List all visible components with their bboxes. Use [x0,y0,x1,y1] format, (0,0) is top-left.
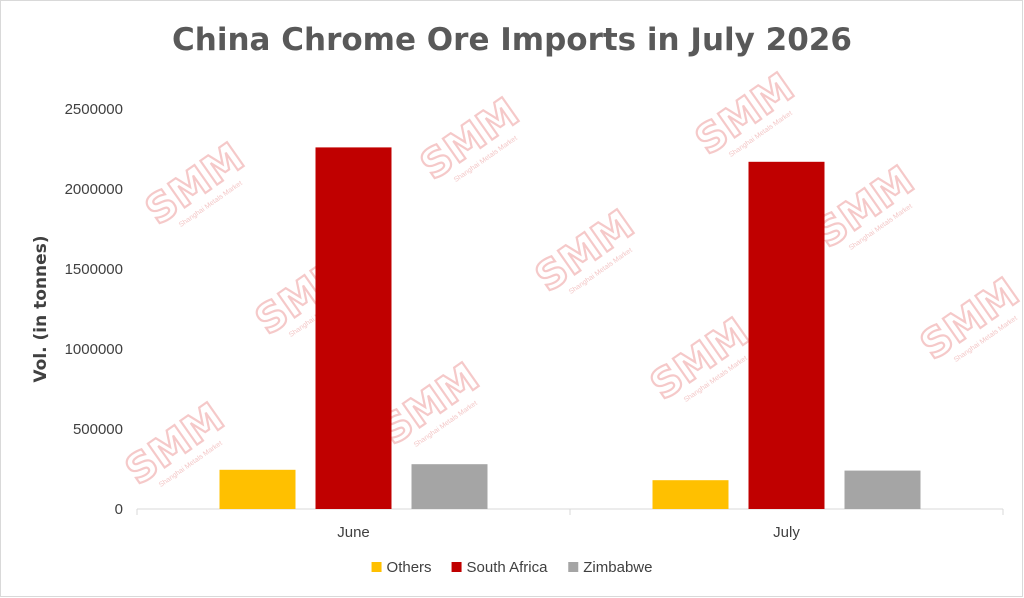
bar-south-africa-june [315,147,392,509]
axes-layer: 0 500000 1000000 1500000 2000000 2500000 Vol. … [31,101,1004,541]
y-tick-label: 500000 [73,421,123,438]
legend-label: Others [387,559,432,576]
category-label: June [337,524,370,541]
y-tick-label: 2500000 [65,101,123,118]
bar-south-africa-july [748,161,825,510]
y-tick-label: 1500000 [65,261,123,278]
y-tick-label: 0 [115,501,123,518]
legend-swatch [568,562,579,572]
bar-zimbabwe-july [844,470,921,509]
y-tick-label: 1000000 [65,341,123,358]
legend-item: Zimbabwe [568,559,652,576]
chart-title: China Chrome Ore Imports in July 2026 [172,22,852,58]
legend-swatch [371,562,382,572]
bar-zimbabwe-june [411,464,488,509]
legend: Others South Africa Zimbabwe [371,559,652,576]
y-axis-label: Vol. (in tonnes) [31,235,51,382]
bar-others-june [219,469,296,509]
category-label: July [773,524,800,541]
bar-others-july [652,480,729,509]
legend-label: Zimbabwe [583,559,652,576]
legend-item: Others [371,559,432,576]
legend-swatch [451,562,462,572]
bars-layer [219,147,921,510]
legend-label: South Africa [467,559,549,576]
y-tick-label: 2000000 [65,181,123,198]
legend-item: South Africa [451,559,549,576]
